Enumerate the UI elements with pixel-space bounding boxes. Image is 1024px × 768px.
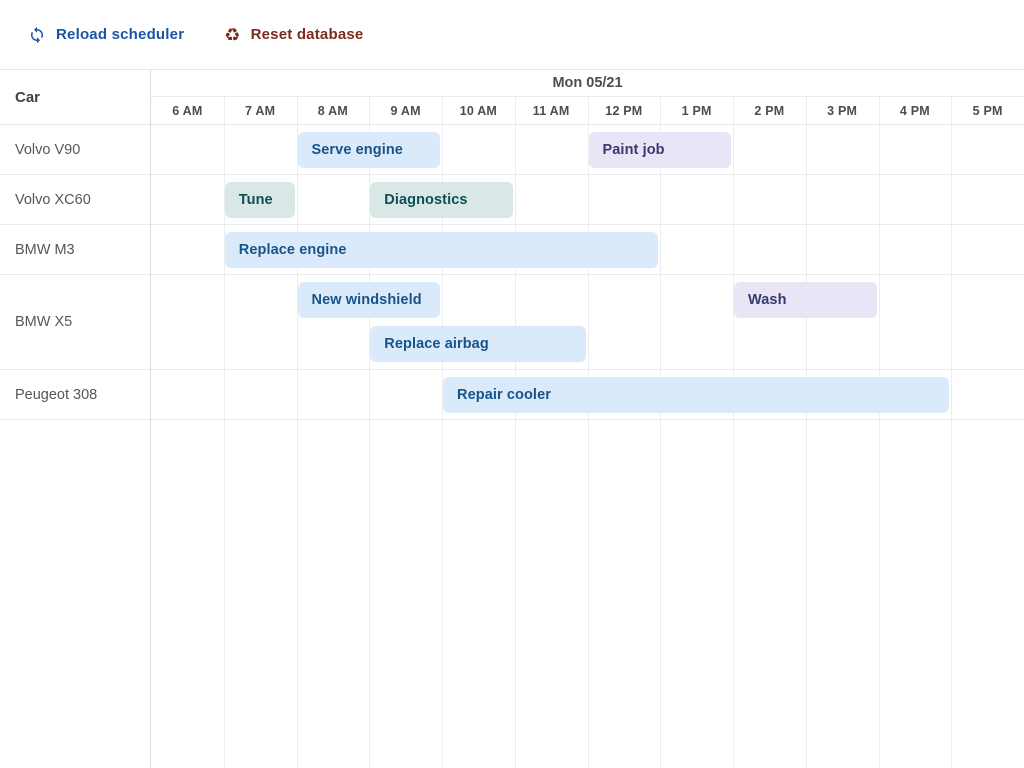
date-header: Mon 05/21 [151,70,1024,97]
resource-row: Volvo XC60 Tune Diagnostics [0,175,1024,225]
resource-name-cell[interactable]: Volvo V90 [15,141,81,158]
recycle-icon: ♻ [224,24,241,45]
grid-splitter[interactable] [150,70,151,768]
event-bar[interactable]: Diagnostics [370,182,513,218]
row-schedule-area[interactable]: Serve engine Paint job [150,125,1024,174]
resource-rows: Volvo V90 Serve engine Paint job Volvo XC60… [0,125,1024,420]
time-tick: 2 PM [754,104,785,118]
event-bar[interactable]: New windshield [297,282,440,318]
time-tick: 9 AM [390,104,421,118]
time-tick: 7 AM [245,104,276,118]
row-schedule-area[interactable]: New windshield Wash Replace airbag [150,275,1024,369]
reset-database-label: Reset database [250,26,364,43]
time-axis: 6 AM 7 AM 8 AM 9 AM 10 AM 11 AM 12 PM 1 PM 2 PM 3… [151,97,1024,125]
event-bar[interactable]: Replace airbag [370,326,586,362]
event-bar[interactable]: Tune [224,182,295,218]
time-tick: 6 AM [172,104,203,118]
resource-name-cell[interactable]: Peugeot 308 [15,386,98,403]
resource-row: BMW M3 Replace engine [0,225,1024,275]
resource-column-header: Car [15,89,41,106]
event-bar[interactable]: Paint job [588,132,731,168]
event-bar[interactable]: Repair cooler [443,377,950,413]
date-header-label: Mon 05/21 [552,75,623,91]
event-bar[interactable]: Replace engine [224,232,659,268]
event-bar[interactable]: Wash [734,282,877,318]
resource-row: BMW X5 New windshield Wash Replace airbag [0,275,1024,370]
scheduler-grid: Mon 05/21 6 AM 7 AM 8 AM 9 AM 10 AM 11 AM 12 P… [0,70,1024,768]
event-bar[interactable]: Serve engine [297,132,440,168]
resource-name-cell[interactable]: BMW X5 [15,314,73,330]
time-tick: 10 AM [459,104,498,118]
reset-database-button[interactable]: ♻ Reset database [224,26,363,44]
time-tick: 1 PM [681,104,712,118]
resource-name-cell[interactable]: Volvo XC60 [15,191,91,208]
row-schedule-area[interactable]: Replace engine [150,225,1024,274]
time-tick: 5 PM [972,104,1003,118]
time-tick: 4 PM [899,104,930,118]
row-schedule-area[interactable]: Tune Diagnostics [150,175,1024,224]
toolbar: Reload scheduler ♻ Reset database [0,0,1024,70]
time-tick: 8 AM [317,104,348,118]
refresh-icon [28,26,46,44]
reload-scheduler-button[interactable]: Reload scheduler [28,26,184,44]
time-tick: 11 AM [532,104,570,118]
reload-scheduler-label: Reload scheduler [56,26,185,43]
resource-row: Peugeot 308 Repair cooler [0,370,1024,420]
header-divider [0,124,1024,125]
resource-name-cell[interactable]: BMW M3 [15,241,75,258]
time-tick: 3 PM [827,104,858,118]
row-schedule-area[interactable]: Repair cooler [150,370,1024,419]
time-tick: 12 PM [605,104,643,118]
resource-row: Volvo V90 Serve engine Paint job [0,125,1024,175]
